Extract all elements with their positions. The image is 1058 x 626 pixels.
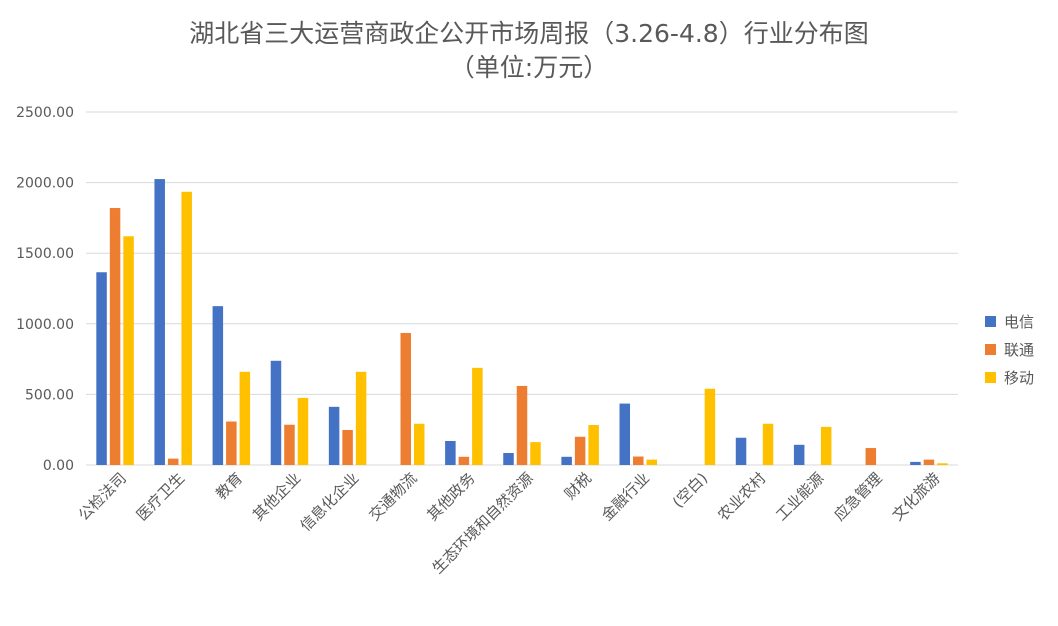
bar-14-2 bbox=[937, 463, 948, 465]
bar-2-0 bbox=[212, 306, 224, 465]
y-tick-label: 1000.00 bbox=[16, 317, 74, 333]
bar-10-2 bbox=[704, 388, 716, 465]
x-tick-label: 交通物流 bbox=[365, 469, 420, 524]
bar-2-2 bbox=[239, 371, 251, 465]
bar-0-2 bbox=[123, 236, 134, 465]
x-tick-label: 教育 bbox=[212, 469, 246, 503]
y-tick-label: 500.00 bbox=[25, 387, 74, 403]
x-tick-label: 信息化企业 bbox=[297, 469, 363, 535]
bar-9-1 bbox=[633, 456, 644, 465]
bar-7-0 bbox=[503, 452, 514, 465]
bar-8-2 bbox=[588, 425, 599, 465]
bar-12-2 bbox=[820, 426, 832, 465]
chart-subtitle: （单位:万元） bbox=[450, 53, 608, 82]
legend-swatch bbox=[985, 344, 996, 355]
bar-9-0 bbox=[619, 403, 631, 465]
bar-8-0 bbox=[561, 456, 572, 465]
bar-12-0 bbox=[793, 444, 805, 465]
chart-title: 湖北省三大运营商政企公开市场周报（3.26-4.8）行业分布图 bbox=[189, 19, 868, 48]
grid-layer bbox=[86, 111, 958, 466]
bar-3-1 bbox=[284, 424, 295, 465]
bar-3-0 bbox=[270, 360, 282, 465]
bar-5-1 bbox=[400, 332, 411, 465]
legend-label: 联通 bbox=[1004, 341, 1034, 359]
x-tick-label: 金融行业 bbox=[598, 469, 653, 524]
bar-0-0 bbox=[96, 272, 107, 465]
x-tick-label: 工业能源 bbox=[772, 469, 827, 524]
y-axis: 0.00 500.00 1000.00 1500.00 2000.00 2500.00 bbox=[16, 105, 74, 474]
bar-2-1 bbox=[226, 421, 237, 465]
bar-0-1 bbox=[109, 208, 121, 466]
bar-1-2 bbox=[181, 191, 192, 465]
x-tick-label: 生态环境和自然资源 bbox=[429, 469, 537, 577]
x-tick-label: 应急管理 bbox=[830, 469, 885, 524]
x-tick-label: 财税 bbox=[561, 469, 595, 503]
legend-label: 电信 bbox=[1004, 313, 1034, 331]
bar-11-0 bbox=[735, 437, 747, 465]
bar-3-2 bbox=[297, 397, 309, 465]
bar-1-1 bbox=[167, 458, 179, 465]
y-tick-label: 1500.00 bbox=[16, 246, 74, 262]
bar-6-0 bbox=[445, 440, 456, 465]
bar-8-1 bbox=[574, 436, 586, 465]
x-tick-label: 文化旅游 bbox=[889, 469, 944, 524]
bar-9-2 bbox=[646, 459, 658, 465]
x-tick-label: (空白) bbox=[669, 469, 711, 511]
bar-4-2 bbox=[355, 371, 367, 465]
legend-swatch bbox=[985, 316, 996, 327]
bar-4-1 bbox=[342, 429, 353, 465]
bar-14-1 bbox=[923, 459, 935, 465]
y-tick-label: 2500.00 bbox=[16, 105, 74, 121]
x-tick-label: 公检法司 bbox=[75, 469, 130, 524]
x-tick-label: 其他企业 bbox=[249, 469, 304, 524]
bar-6-1 bbox=[458, 456, 470, 465]
bar-7-1 bbox=[516, 385, 528, 465]
bar-7-2 bbox=[530, 442, 541, 465]
y-tick-label: 2000.00 bbox=[16, 176, 74, 192]
x-tick-label: 医疗卫生 bbox=[133, 469, 188, 524]
x-tick-label: 其他政务 bbox=[424, 469, 479, 524]
bar-11-2 bbox=[762, 423, 774, 465]
x-tick-label: 农业农村 bbox=[714, 469, 769, 524]
bar-14-0 bbox=[910, 461, 921, 465]
bar-1-0 bbox=[154, 179, 165, 465]
bar-layer bbox=[96, 179, 948, 466]
legend-swatch bbox=[985, 372, 996, 383]
bar-13-1 bbox=[865, 448, 877, 465]
legend-label: 移动 bbox=[1004, 369, 1034, 387]
bar-4-0 bbox=[328, 406, 340, 465]
bar-5-2 bbox=[413, 423, 425, 465]
y-tick-label: 0.00 bbox=[43, 458, 74, 474]
bar-6-2 bbox=[472, 367, 483, 465]
